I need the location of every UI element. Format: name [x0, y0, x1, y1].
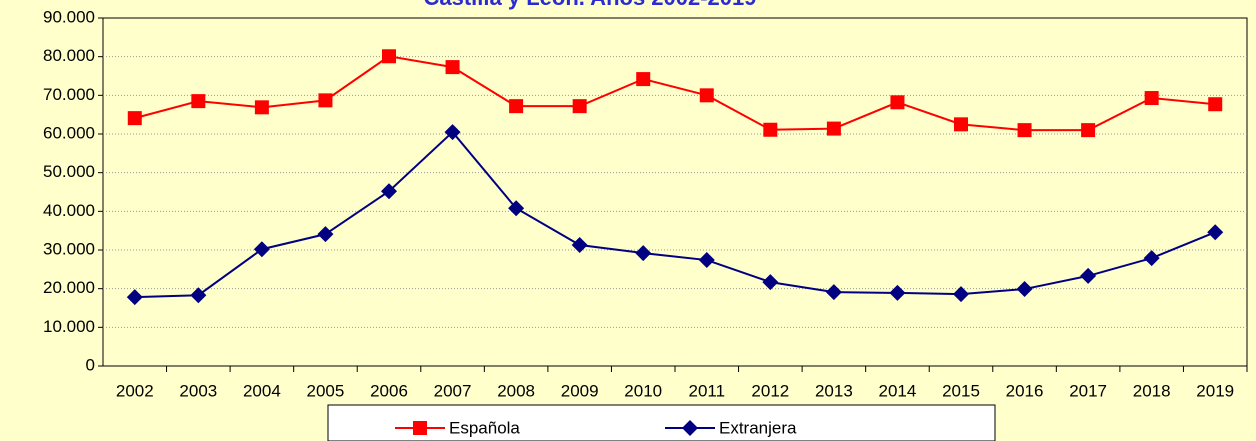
point [253, 241, 270, 258]
x-tick-label: 2010 [624, 381, 662, 400]
point [698, 252, 715, 269]
point [381, 183, 397, 200]
x-tick-label: 2019 [1196, 381, 1234, 400]
point [826, 121, 841, 136]
point [126, 289, 143, 306]
point [254, 100, 269, 115]
x-tick-label: 2015 [942, 381, 980, 400]
legend-label: Extranjera [719, 418, 797, 437]
point [127, 111, 142, 126]
x-tick-label: 2018 [1133, 381, 1171, 400]
x-tick-label: 2012 [751, 381, 789, 400]
point [1144, 91, 1159, 106]
point [953, 286, 969, 303]
legend-marker [682, 420, 698, 436]
point [763, 122, 778, 137]
x-tick-label: 2011 [688, 381, 725, 400]
point [508, 200, 525, 217]
legend-label: Española [449, 418, 520, 437]
point [317, 226, 334, 243]
x-tick-label: 2007 [434, 381, 472, 400]
point [445, 60, 460, 75]
y-tick-label: 90.000 [43, 7, 95, 26]
point [1143, 250, 1160, 267]
point [762, 274, 779, 291]
y-tick-label: 20.000 [43, 278, 95, 297]
point [444, 124, 461, 141]
x-tick-label: 2017 [1069, 381, 1107, 400]
series-line [134, 130, 1216, 299]
point [572, 99, 587, 114]
x-tick-label: 2014 [879, 381, 917, 400]
y-tick-label: 70.000 [43, 85, 95, 104]
chart-title: Castilla y León. Años 2002-2019 [424, 0, 757, 10]
point [1017, 123, 1032, 138]
legend-box [327, 404, 996, 441]
x-tick-label: 2008 [497, 381, 535, 400]
point [509, 99, 524, 114]
point [191, 94, 206, 109]
y-tick-label: 40.000 [43, 201, 95, 220]
x-tick-label: 2005 [307, 381, 345, 400]
y-tick-label: 0 [86, 355, 95, 374]
point [1208, 97, 1223, 112]
point [1207, 224, 1224, 241]
point [825, 284, 842, 301]
point [1080, 267, 1097, 284]
point [382, 49, 396, 64]
x-tick-label: 2013 [815, 381, 853, 400]
point [699, 88, 714, 103]
point [318, 93, 333, 108]
series-line [134, 55, 1216, 132]
x-tick-label: 2002 [116, 381, 154, 400]
y-tick-label: 60.000 [43, 123, 95, 142]
point [571, 236, 588, 253]
y-tick-label: 10.000 [43, 317, 95, 336]
plot-area [102, 17, 1248, 367]
point [954, 117, 968, 132]
x-tick-label: 2009 [561, 381, 599, 400]
point [890, 95, 905, 110]
x-tick-label: 2004 [243, 381, 281, 400]
point [1016, 281, 1033, 298]
point [889, 284, 906, 301]
point [636, 72, 651, 87]
point [635, 245, 652, 262]
x-tick-label: 2003 [179, 381, 217, 400]
legend-marker [413, 421, 427, 435]
y-tick-label: 80.000 [43, 46, 95, 65]
y-tick-label: 30.000 [43, 239, 95, 258]
x-tick-label: 2016 [1006, 381, 1044, 400]
point [190, 287, 207, 304]
y-tick-label: 50.000 [43, 162, 95, 181]
point [1081, 123, 1096, 138]
x-tick-label: 2006 [370, 381, 408, 400]
